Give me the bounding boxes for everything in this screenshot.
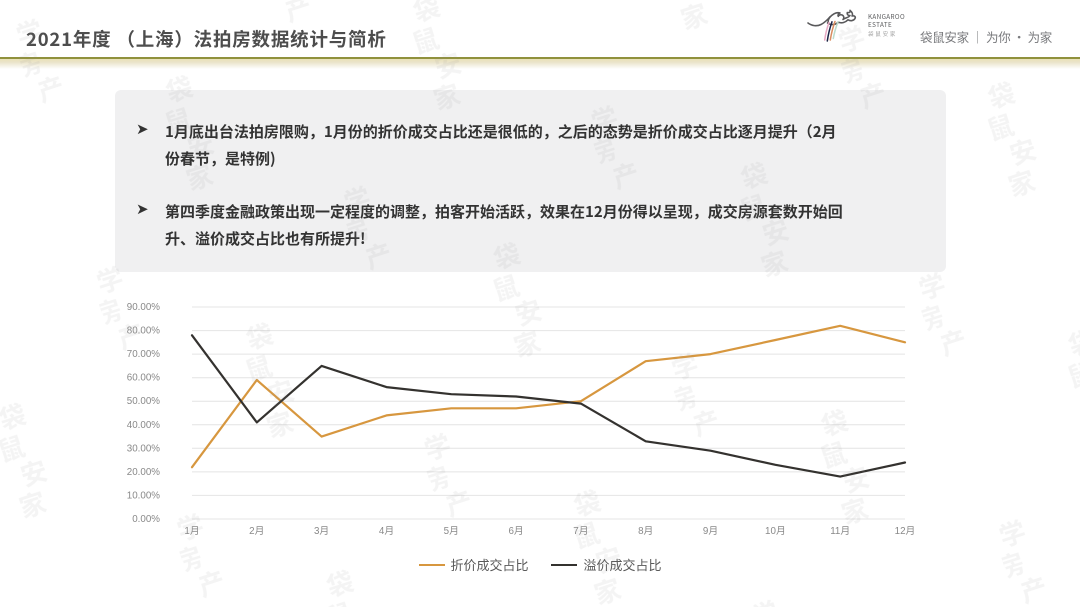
svg-text:80.00%: 80.00% bbox=[127, 326, 161, 337]
svg-text:9月: 9月 bbox=[703, 525, 718, 537]
svg-text:90.00%: 90.00% bbox=[127, 302, 161, 313]
svg-text:7月: 7月 bbox=[573, 525, 588, 537]
svg-text:20.00%: 20.00% bbox=[127, 467, 161, 478]
svg-text:12月: 12月 bbox=[895, 525, 916, 537]
svg-text:40.00%: 40.00% bbox=[127, 420, 161, 431]
svg-text:6月: 6月 bbox=[508, 525, 523, 537]
svg-text:3月: 3月 bbox=[314, 525, 329, 537]
svg-text:1月: 1月 bbox=[184, 525, 199, 537]
svg-text:60.00%: 60.00% bbox=[127, 373, 161, 384]
svg-text:10月: 10月 bbox=[765, 525, 786, 537]
svg-text:8月: 8月 bbox=[638, 525, 653, 537]
svg-text:4月: 4月 bbox=[379, 525, 394, 537]
svg-text:30.00%: 30.00% bbox=[127, 443, 161, 454]
svg-text:5月: 5月 bbox=[444, 525, 459, 537]
svg-text:11月: 11月 bbox=[830, 525, 850, 537]
svg-text:10.00%: 10.00% bbox=[127, 490, 161, 501]
svg-text:0.00%: 0.00% bbox=[132, 514, 160, 525]
svg-text:2月: 2月 bbox=[249, 525, 264, 537]
svg-text:50.00%: 50.00% bbox=[127, 396, 161, 407]
svg-text:70.00%: 70.00% bbox=[127, 349, 161, 360]
